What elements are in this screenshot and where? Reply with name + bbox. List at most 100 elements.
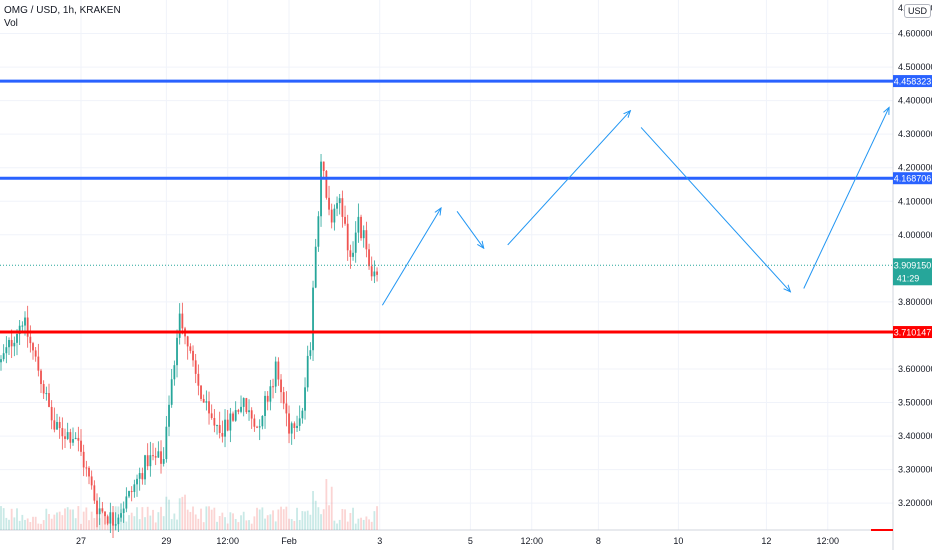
volume-bar	[194, 514, 197, 530]
volume-bar	[258, 509, 261, 530]
candle	[352, 252, 354, 257]
candle	[37, 356, 40, 371]
volume-bar	[370, 521, 373, 530]
candle	[56, 422, 58, 430]
candle	[234, 410, 237, 421]
candle	[192, 350, 194, 361]
volume-bar	[360, 517, 362, 530]
volume-bar	[58, 511, 61, 530]
volume-bar	[314, 500, 317, 530]
volume-bar	[352, 507, 354, 530]
candle	[69, 432, 72, 443]
candle	[93, 485, 96, 501]
volume-bar	[309, 514, 312, 530]
volume-bar	[264, 518, 266, 530]
currency-button[interactable]: USD	[904, 4, 932, 18]
volume-bar	[48, 514, 50, 530]
volume-bar	[336, 523, 338, 530]
volume-label: Vol	[4, 18, 18, 29]
volume-bar	[181, 496, 184, 530]
y-tick-label: 4.200000	[898, 163, 932, 173]
candle	[157, 451, 160, 458]
y-tick-label: 3.300000	[898, 465, 932, 475]
y-tick-label: 4.100000	[898, 196, 932, 206]
candle	[170, 379, 173, 405]
projection-arrow[interactable]	[456, 211, 484, 248]
volume-bar	[290, 519, 293, 530]
candle	[274, 361, 277, 387]
volume-bar	[106, 521, 109, 530]
x-tick-label: 12:00	[520, 536, 543, 546]
y-tick-label: 3.600000	[898, 364, 932, 374]
candle	[218, 425, 221, 433]
volume-bar	[66, 507, 69, 530]
volume-bar	[325, 479, 328, 530]
volume-bar	[192, 506, 194, 530]
candle	[314, 246, 317, 288]
volume-bar	[18, 520, 21, 530]
candle	[330, 209, 333, 223]
x-tick-label: 12	[761, 536, 771, 546]
candle	[29, 336, 32, 344]
volume-bar	[242, 511, 245, 530]
candle	[202, 398, 205, 403]
volume-bar	[205, 506, 208, 530]
candle	[298, 418, 301, 426]
candle	[242, 398, 245, 407]
volume-bar	[248, 520, 250, 530]
candle	[130, 491, 133, 493]
volume-bar	[13, 517, 16, 530]
candle	[90, 476, 93, 486]
candle	[189, 346, 192, 351]
projection-arrow[interactable]	[381, 208, 441, 306]
volume-bar	[341, 508, 344, 530]
candle	[104, 511, 106, 517]
volume-bar	[237, 522, 240, 530]
projection-arrow[interactable]	[507, 111, 631, 246]
volume-bar	[218, 515, 221, 530]
volume-bar	[162, 516, 165, 530]
candle	[154, 456, 157, 458]
volume-bar	[64, 508, 66, 530]
volume-bar	[125, 521, 128, 530]
x-tick-label: 3	[377, 536, 382, 546]
candle	[21, 325, 24, 327]
x-tick-label: 8	[596, 536, 601, 546]
candle	[42, 384, 45, 394]
volume-bar	[226, 523, 229, 530]
candle	[61, 428, 64, 437]
candle	[82, 451, 85, 468]
candle	[322, 161, 325, 171]
candle	[333, 208, 336, 223]
volume-bar	[232, 513, 234, 530]
candle	[34, 350, 37, 357]
projection-arrow[interactable]	[640, 127, 790, 291]
candle	[253, 418, 256, 427]
projection-arrow[interactable]	[803, 107, 889, 289]
x-tick-label: 12:00	[216, 536, 239, 546]
candle	[88, 467, 90, 477]
candle	[117, 517, 120, 525]
candle	[216, 425, 218, 427]
volume-bar	[344, 509, 346, 530]
candle	[349, 250, 352, 257]
candle	[72, 439, 74, 443]
volume-bar	[354, 523, 357, 530]
volume-bar	[288, 518, 290, 530]
candle	[128, 491, 130, 497]
candle	[106, 516, 109, 524]
candle	[74, 437, 77, 440]
level-price-tag	[893, 75, 932, 88]
volume-bar	[82, 511, 85, 530]
volume-bar	[376, 506, 378, 530]
y-tick-label: 3.400000	[898, 431, 932, 441]
candle	[101, 508, 104, 512]
volume-bar	[234, 519, 237, 530]
volume-bar	[322, 509, 325, 530]
candle	[114, 524, 117, 526]
candle	[240, 406, 242, 412]
volume-bar	[229, 512, 232, 530]
volume-bar	[272, 510, 274, 530]
level-price-label: 3.710147	[894, 328, 932, 338]
